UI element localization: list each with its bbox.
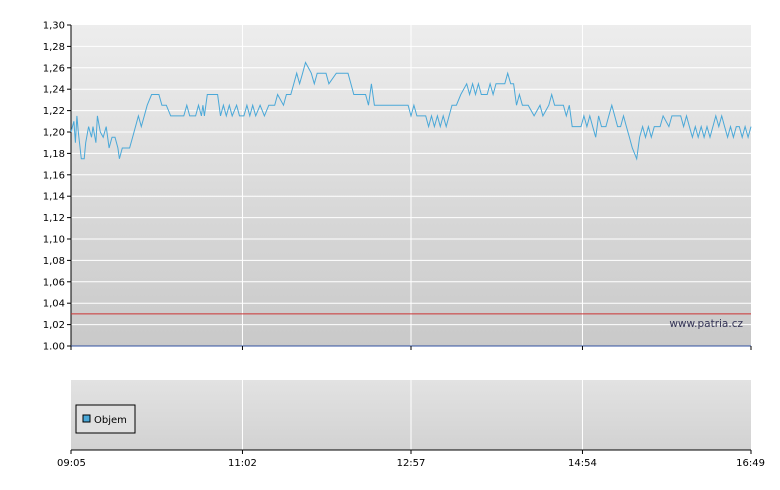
vertical-gridlines xyxy=(241,25,583,346)
volume-vertical-gridlines xyxy=(241,380,583,450)
legend-swatch xyxy=(82,414,91,423)
y-tick-label: 1,16 xyxy=(43,170,65,181)
watermark: www.patria.cz xyxy=(669,318,743,330)
y-tick-label: 1.00 xyxy=(43,342,65,353)
y-tick-label: 1,02 xyxy=(43,320,65,331)
x-tick-label: 11:02 xyxy=(228,458,257,469)
y-tick-label: 1,06 xyxy=(43,277,65,288)
price-series-line xyxy=(70,61,752,161)
y-tick-label: 1,30 xyxy=(43,21,65,32)
y-tick-label: 1,22 xyxy=(43,106,65,117)
y-tick-label: 1,24 xyxy=(43,85,65,96)
y-tick-label: 1,08 xyxy=(43,256,65,267)
y-tick-label: 1,04 xyxy=(43,299,65,310)
y-tick-label: 1,20 xyxy=(43,128,65,139)
y-tick-label: 1,26 xyxy=(43,63,65,74)
x-tick-label: 16:49 xyxy=(736,458,765,469)
x-tick-label: 14:54 xyxy=(568,458,597,469)
y-tick-label: 1,28 xyxy=(43,42,65,53)
x-tick-label: 12:57 xyxy=(397,458,426,469)
x-axis-ticks: 09:05 11:02 12:57 14:54 16:49 xyxy=(57,346,765,469)
y-tick-label: 1,12 xyxy=(43,213,65,224)
y-tick-label: 1,18 xyxy=(43,149,65,160)
y-tick-label: 1,10 xyxy=(43,235,65,246)
y-tick-label: 1,14 xyxy=(43,192,65,203)
y-axis-ticks: 1,30 1,28 1,26 1,24 1,22 1,20 1,18 1,16 1,14 1,12… xyxy=(43,21,71,353)
x-tick-label: 09:05 xyxy=(57,458,86,469)
legend-label: Objem xyxy=(94,415,127,426)
volume-legend: Objem xyxy=(75,404,136,434)
